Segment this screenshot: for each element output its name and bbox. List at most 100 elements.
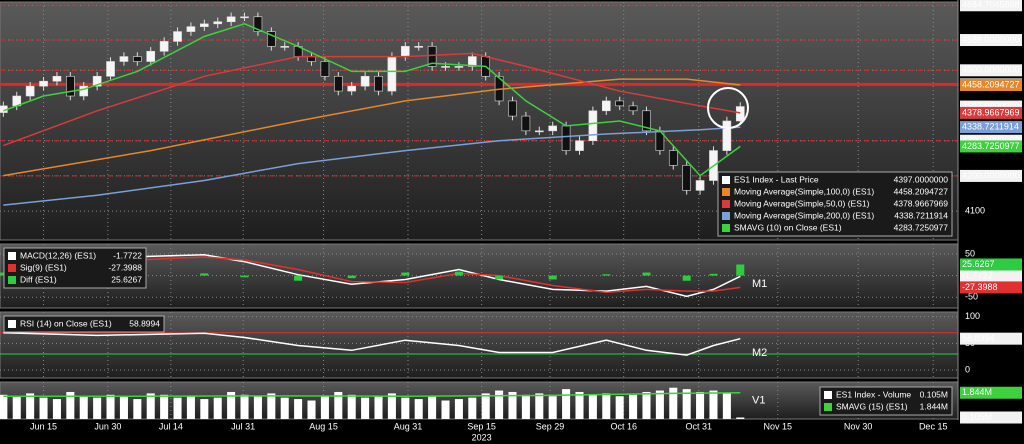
legend-value: 1.844M — [920, 401, 948, 411]
legend-swatch — [824, 391, 832, 399]
bar — [602, 393, 611, 419]
panel — [0, 381, 959, 420]
bar — [615, 396, 624, 419]
candle-body — [374, 75, 383, 92]
candle-body — [200, 23, 209, 27]
bar — [669, 387, 678, 419]
candle-body — [548, 125, 558, 132]
bar — [575, 391, 584, 419]
series-line — [3, 23, 741, 177]
value-tag-bg — [960, 140, 1022, 153]
bar — [709, 273, 718, 276]
bar — [347, 275, 356, 279]
candle-body — [561, 125, 571, 151]
candle-body — [186, 26, 196, 32]
candle-body — [722, 120, 732, 151]
value-tag-bg — [960, 386, 1022, 399]
bar — [441, 400, 450, 419]
y-tick-label: 4586.0000000 — [962, 34, 1020, 44]
candle-body — [521, 115, 531, 132]
x-tick-label: Dec 15 — [919, 421, 948, 431]
x-tick-label: Nov 15 — [764, 421, 793, 431]
series-line — [3, 78, 741, 177]
series-line — [3, 332, 741, 356]
candle-body — [414, 46, 424, 48]
bar — [629, 394, 638, 419]
bar — [361, 397, 370, 419]
legend-label: Moving Average(Simple,50,0) (ES1) — [734, 198, 870, 208]
bar — [508, 391, 517, 419]
bar — [468, 397, 477, 419]
bar — [495, 390, 504, 419]
bar — [0, 394, 8, 419]
candle-body — [642, 110, 651, 132]
legend-swatch — [722, 200, 730, 208]
legend-box — [3, 315, 165, 333]
bar — [146, 393, 155, 419]
bar — [374, 396, 383, 419]
y-tick-label: -50 — [965, 292, 978, 302]
bar — [93, 397, 102, 419]
series-line — [3, 52, 741, 147]
candle-body — [253, 16, 263, 32]
value-tag: 4338.7211914 — [962, 121, 1019, 131]
candle-body — [508, 100, 517, 117]
bar — [227, 391, 236, 419]
bar — [454, 271, 463, 276]
legend-label: Diff (ES1) — [20, 274, 57, 284]
legend-value: 4338.7211914 — [894, 210, 948, 220]
bar — [709, 390, 718, 419]
x-tick-label: Jun 15 — [30, 421, 57, 431]
bar — [213, 397, 222, 419]
candle-body — [173, 31, 182, 42]
tick-label-bg — [960, 169, 1022, 182]
annotation: M1 — [752, 278, 767, 290]
bar — [294, 399, 303, 419]
legend-swatch — [8, 320, 16, 328]
candle-body — [347, 85, 357, 92]
x-tick-label: Oct 31 — [685, 421, 712, 431]
value-tag: -27.3988 — [962, 282, 998, 292]
legend-value: -27.3988 — [108, 262, 142, 272]
bar — [294, 275, 303, 281]
candle-body — [427, 46, 437, 67]
candle-body — [601, 100, 611, 112]
legend-swatch — [8, 252, 16, 260]
bar — [79, 396, 88, 419]
legend-swatch — [722, 212, 730, 220]
x-tick-label: Jun 30 — [94, 421, 121, 431]
annotation: M2 — [752, 347, 767, 359]
bar — [387, 393, 396, 419]
bar — [655, 390, 664, 419]
y-tick-label: 0 — [965, 364, 970, 374]
bar — [696, 391, 705, 419]
bar — [428, 396, 437, 419]
bar — [253, 396, 262, 419]
bar — [642, 391, 651, 419]
x-tick-label: Jul 14 — [159, 421, 183, 431]
legend-swatch — [824, 403, 832, 411]
x-tick-label: Aug 15 — [309, 421, 338, 431]
legend-value: 4283.7250977 — [894, 222, 949, 232]
candle-body — [467, 56, 477, 67]
legend-box — [819, 386, 953, 416]
candle-body — [146, 50, 156, 62]
legend-value: 4458.2094727 — [894, 186, 949, 196]
value-tag-bg — [960, 281, 1022, 294]
y-tick-label: 4300.0000000 — [962, 135, 1020, 145]
bar — [106, 394, 115, 419]
tick-label-bg — [960, 34, 1022, 47]
y-tick-label: 4684.7045898 — [962, 0, 1020, 10]
x-tick-label: Aug 31 — [394, 421, 423, 431]
bar — [240, 394, 249, 419]
bar — [401, 397, 410, 419]
legend-label: SMAVG (10) on Close (ES1) — [734, 222, 842, 232]
legend-box — [3, 247, 147, 289]
bar — [736, 264, 745, 276]
value-tag: 25.6267 — [962, 259, 995, 269]
value-tag: 4458.2094727 — [962, 79, 1020, 89]
series-line — [3, 254, 741, 298]
candle-body — [588, 110, 598, 142]
bar — [52, 399, 61, 419]
candle-body — [280, 46, 290, 48]
